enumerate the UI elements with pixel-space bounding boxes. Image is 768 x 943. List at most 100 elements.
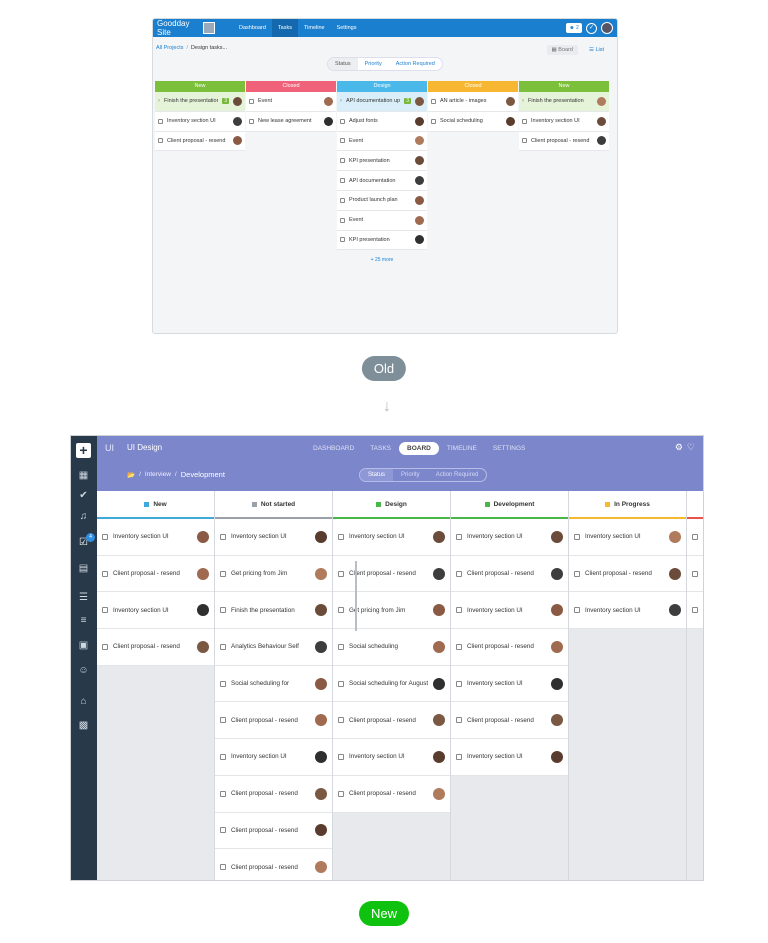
old-task-card[interactable]: Client proposal - resend	[519, 131, 609, 152]
avatar[interactable]	[233, 116, 242, 126]
task-card[interactable]: Client proposal - resend	[215, 849, 332, 880]
avatar[interactable]	[415, 116, 424, 126]
avatar[interactable]	[551, 714, 563, 727]
old-task-card[interactable]: AN article - images	[428, 92, 518, 112]
avatar[interactable]	[551, 677, 563, 690]
avatar[interactable]	[433, 787, 445, 800]
calendar-icon[interactable]: ▣	[78, 640, 89, 651]
old-column-header[interactable]: Closed	[428, 81, 518, 92]
avatar[interactable]	[315, 677, 327, 690]
avatar[interactable]	[433, 714, 445, 727]
old-breadcrumb-root[interactable]: All Projects	[156, 45, 184, 51]
layers-icon[interactable]: ☰	[79, 592, 88, 603]
old-task-card[interactable]: Social scheduling	[428, 111, 518, 132]
task-card[interactable]: Client proposal - resend	[569, 555, 686, 593]
avatar[interactable]	[597, 96, 606, 106]
check-circle-icon[interactable]: ✔	[79, 490, 88, 501]
task-card[interactable]	[687, 555, 703, 593]
task-card[interactable]: Client proposal - resend	[333, 702, 450, 740]
task-card[interactable]: Client proposal - resend	[215, 702, 332, 740]
avatar[interactable]	[669, 530, 681, 543]
task-card[interactable]: Client proposal - resend	[215, 812, 332, 850]
bell-icon[interactable]: ♫	[79, 511, 88, 522]
column-header[interactable]: Design	[333, 491, 450, 519]
task-card[interactable]: Inventory section UI	[569, 519, 686, 556]
task-card[interactable]: Client proposal - resend	[97, 555, 214, 593]
task-card[interactable]: Analytics Behaviour Self	[215, 629, 332, 666]
avatar[interactable]	[433, 567, 445, 580]
list-check-icon[interactable]: ≡	[80, 615, 87, 626]
avatar[interactable]	[415, 235, 424, 245]
support-icon[interactable]: ⚙	[674, 442, 683, 452]
bank-icon[interactable]: ⌂	[80, 696, 87, 707]
avatar[interactable]	[315, 861, 327, 874]
column-header[interactable]: Not started	[215, 491, 332, 519]
folder-icon[interactable]: 📂	[127, 471, 136, 479]
task-card[interactable]: Inventory section UI	[451, 519, 568, 556]
tasks-icon[interactable]: ☑	[79, 537, 88, 548]
table-icon[interactable]: ▤	[78, 563, 89, 574]
old-nav-dashboard[interactable]: Dashboard	[239, 25, 266, 31]
old-show-more-link[interactable]: + 25 more	[370, 257, 394, 264]
task-card[interactable]: Get pricing from Jim	[215, 555, 332, 593]
task-card[interactable]: Inventory section UI	[451, 739, 568, 776]
old-task-card[interactable]: Inventory section UI	[155, 111, 245, 132]
old-task-card[interactable]: KPI presentation	[337, 230, 427, 251]
column-header[interactable]: New	[97, 491, 214, 519]
avatar[interactable]	[315, 604, 327, 617]
nav-timeline[interactable]: TIMELINE	[446, 445, 477, 452]
old-task-card[interactable]: KPI presentation	[337, 151, 427, 172]
avatar[interactable]	[415, 136, 424, 146]
old-task-card[interactable]: › Finish the presentation 3	[155, 92, 245, 112]
old-task-card[interactable]: Inventory section UI	[519, 111, 609, 132]
old-task-card[interactable]: Adjust fonts	[337, 111, 427, 132]
column-header[interactable]	[687, 491, 703, 519]
avatar[interactable]	[597, 136, 606, 146]
task-card[interactable]: Social scheduling for August	[333, 665, 450, 703]
column-header[interactable]: In Progress	[569, 491, 686, 519]
old-board-view-button[interactable]: ▦ Board	[546, 45, 578, 55]
old-nav-settings[interactable]: Settings	[336, 25, 357, 31]
old-user-avatar[interactable]	[601, 22, 613, 34]
task-card[interactable]: Get pricing from Jim	[333, 592, 450, 630]
task-card[interactable]: Social scheduling for	[215, 665, 332, 703]
old-column-header[interactable]: Design	[337, 81, 427, 92]
old-task-card[interactable]: › API documentation update3	[337, 92, 427, 112]
column-scrollbar[interactable]	[355, 561, 357, 631]
task-card[interactable]: Client proposal - resend	[333, 555, 450, 593]
old-task-card[interactable]: New lease agreement	[246, 111, 336, 132]
avatar[interactable]	[197, 530, 209, 543]
bar-chart-icon[interactable]: ▩	[78, 720, 89, 731]
old-nav-tasks[interactable]: Tasks	[271, 19, 298, 37]
task-card[interactable]: Client proposal - resend	[451, 555, 568, 593]
task-card[interactable]: Finish the presentation	[215, 592, 332, 630]
avatar[interactable]	[233, 96, 242, 106]
task-card[interactable]: Client proposal - resend	[97, 629, 214, 666]
avatar[interactable]	[315, 750, 327, 763]
nav-tasks[interactable]: TASKS	[370, 445, 392, 452]
avatar[interactable]	[597, 116, 606, 126]
task-card[interactable]: Inventory section UI	[569, 592, 686, 630]
tab-status[interactable]: Status	[360, 469, 394, 481]
nav-board[interactable]: BOARD	[399, 442, 439, 455]
old-column-header[interactable]: New	[519, 81, 609, 92]
old-task-card[interactable]: Event	[337, 131, 427, 152]
task-card[interactable]: Inventory section UI	[333, 739, 450, 776]
avatar[interactable]	[315, 640, 327, 653]
task-card[interactable]: Client proposal - resend	[451, 629, 568, 666]
task-card[interactable]: Client proposal - resend	[451, 702, 568, 740]
avatar[interactable]	[433, 604, 445, 617]
old-tab-priority[interactable]: Priority	[364, 61, 382, 67]
grid-icon[interactable]: ▦	[78, 470, 89, 481]
avatar[interactable]	[551, 530, 563, 543]
old-task-card[interactable]: Client proposal - resend	[155, 131, 245, 152]
old-column-header[interactable]: New	[155, 81, 245, 92]
old-task-card[interactable]: Product launch plan	[337, 190, 427, 211]
avatar[interactable]	[324, 96, 333, 106]
avatar[interactable]	[415, 156, 424, 166]
avatar[interactable]	[551, 604, 563, 617]
avatar[interactable]	[551, 567, 563, 580]
tab-priority[interactable]: Priority	[401, 472, 420, 478]
avatar[interactable]	[315, 714, 327, 727]
avatar[interactable]	[197, 640, 209, 653]
